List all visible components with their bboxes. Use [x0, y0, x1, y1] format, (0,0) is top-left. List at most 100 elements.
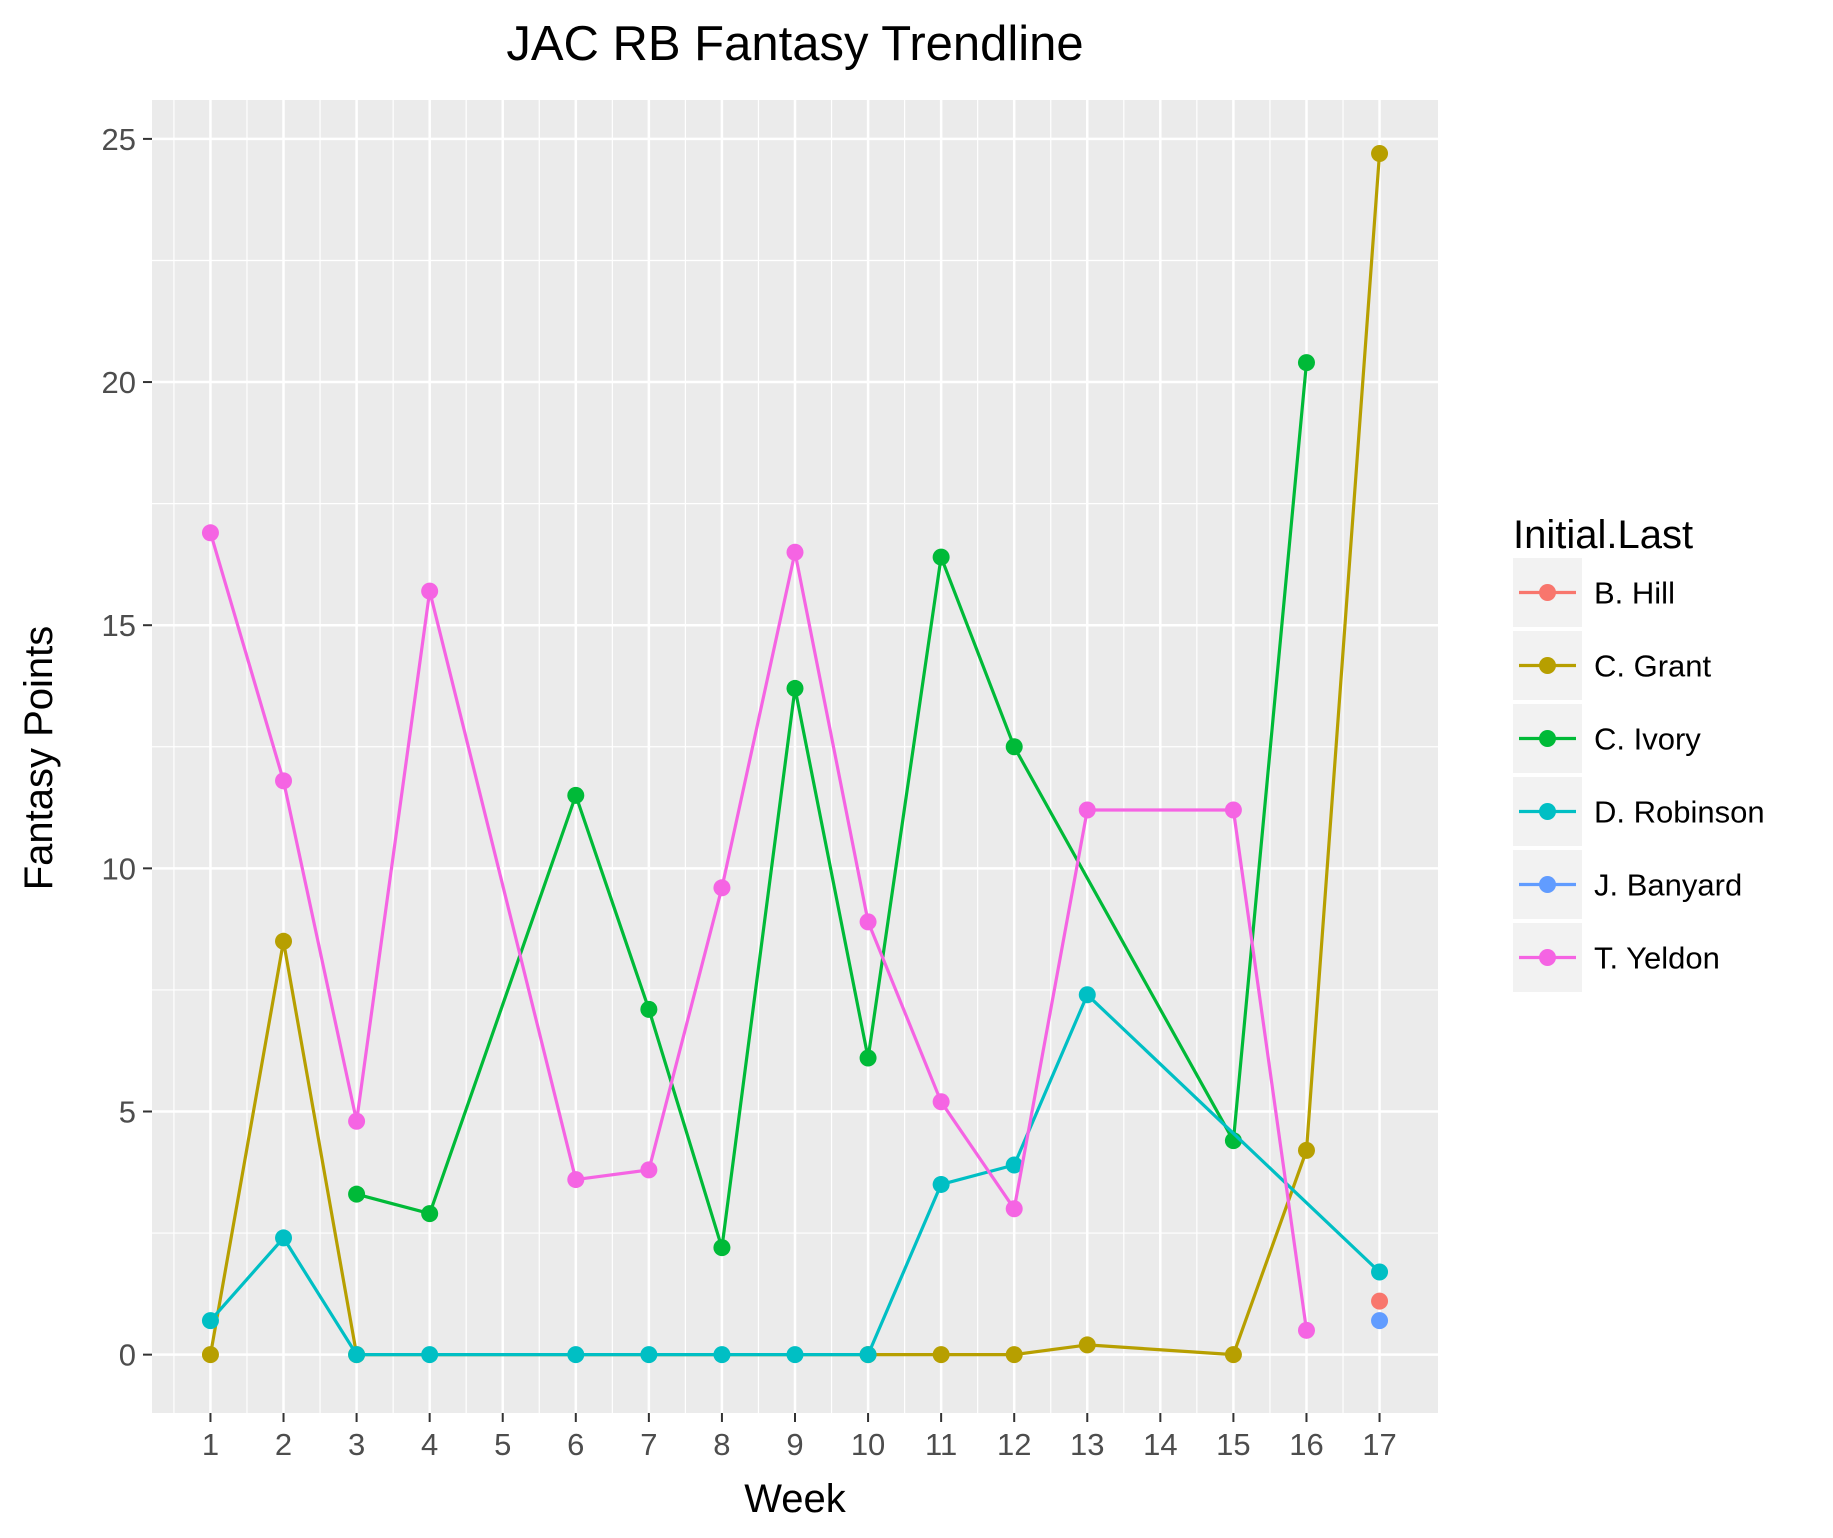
legend-item: D. Robinson — [1513, 777, 1765, 846]
data-point — [1224, 1346, 1242, 1364]
x-tick-label: 17 — [1362, 1427, 1396, 1462]
data-point — [932, 1093, 950, 1111]
x-tick-label: 16 — [1289, 1427, 1323, 1462]
series-t-yeldon — [201, 524, 1315, 1339]
data-point — [1078, 801, 1096, 819]
series-j-banyard — [1371, 1312, 1389, 1330]
chart-title: JAC RB Fantasy Trendline — [506, 17, 1083, 71]
data-point — [275, 1229, 293, 1247]
legend-label: C. Ivory — [1594, 722, 1701, 757]
data-point — [786, 543, 804, 561]
data-point — [275, 932, 293, 950]
legend: Initial.Last B. Hill C. Grant C. Ivory D. Ro… — [1513, 513, 1765, 992]
x-tick-label: 6 — [567, 1427, 584, 1462]
x-tick-label: 2 — [275, 1427, 292, 1462]
data-point — [1005, 1156, 1023, 1174]
data-point — [932, 1346, 950, 1364]
legend-label: B. Hill — [1594, 576, 1675, 611]
y-tick-label: 5 — [119, 1094, 136, 1129]
legend-key-point — [1539, 657, 1556, 674]
data-point — [567, 1346, 585, 1364]
y-tick-label: 0 — [119, 1338, 136, 1373]
data-point — [1297, 1141, 1315, 1159]
y-tick-label: 10 — [102, 851, 136, 886]
x-tick-label: 5 — [494, 1427, 511, 1462]
data-point — [1371, 1292, 1389, 1310]
data-point — [932, 548, 950, 566]
legend-title: Initial.Last — [1513, 513, 1693, 557]
y-tick-label: 20 — [102, 365, 136, 400]
data-point — [348, 1185, 366, 1203]
data-point — [201, 1312, 219, 1330]
data-point — [1005, 738, 1023, 756]
x-tick-label: 1 — [202, 1427, 219, 1462]
x-tick-label: 8 — [713, 1427, 730, 1462]
y-tick-label: 25 — [102, 122, 136, 157]
legend-key-point — [1539, 730, 1556, 747]
data-point — [640, 1346, 658, 1364]
data-point — [1224, 801, 1242, 819]
plot-panel — [152, 100, 1438, 1413]
legend-item: C. Ivory — [1513, 704, 1701, 773]
data-point — [640, 1000, 658, 1018]
x-tick-label: 11 — [925, 1427, 957, 1462]
series-b-hill — [1371, 1292, 1389, 1310]
y-axis-title: Fantasy Points — [17, 626, 61, 891]
data-point — [713, 879, 731, 897]
data-point — [859, 1346, 877, 1364]
data-point — [713, 1346, 731, 1364]
data-point — [1005, 1200, 1023, 1218]
x-tick-label: 15 — [1216, 1427, 1250, 1462]
data-point — [1371, 1312, 1389, 1330]
data-point — [421, 582, 439, 600]
data-point — [713, 1239, 731, 1257]
x-tick-label: 10 — [851, 1427, 885, 1462]
data-point — [567, 1171, 585, 1189]
legend-key-point — [1539, 803, 1556, 820]
x-axis-title: Week — [744, 1477, 847, 1521]
data-point — [786, 1346, 804, 1364]
legend-item: T. Yeldon — [1513, 923, 1720, 992]
legend-key-point — [1539, 949, 1556, 966]
data-point — [421, 1205, 439, 1223]
series-line — [208, 153, 1382, 1357]
data-point — [567, 786, 585, 804]
data-point — [932, 1175, 950, 1193]
legend-key-point — [1539, 876, 1556, 893]
x-tick-label: 13 — [1070, 1427, 1104, 1462]
x-tick-label: 9 — [786, 1427, 803, 1462]
data-point — [640, 1161, 658, 1179]
series-d-robinson — [201, 986, 1389, 1364]
x-tick-label: 7 — [640, 1427, 657, 1462]
data-point — [421, 1346, 439, 1364]
data-point — [1078, 986, 1096, 1004]
x-tick-label: 14 — [1143, 1427, 1177, 1462]
legend-item: C. Grant — [1513, 631, 1712, 700]
data-point — [201, 524, 219, 542]
series-line — [208, 532, 1309, 1331]
data-point — [1078, 1336, 1096, 1354]
data-point — [275, 772, 293, 790]
data-point — [859, 1049, 877, 1067]
data-point — [1297, 1321, 1315, 1339]
legend-label: C. Grant — [1594, 649, 1712, 684]
data-point — [1371, 144, 1389, 162]
data-point — [859, 913, 877, 931]
legend-label: J. Banyard — [1594, 868, 1742, 903]
data-point — [348, 1346, 366, 1364]
data-point — [786, 679, 804, 697]
x-tick-label: 3 — [348, 1427, 365, 1462]
y-tick-label: 15 — [102, 608, 136, 643]
legend-label: D. Robinson — [1594, 795, 1765, 830]
legend-label: T. Yeldon — [1594, 941, 1720, 976]
x-tick-label: 4 — [421, 1427, 438, 1462]
legend-item: J. Banyard — [1513, 850, 1742, 919]
data-point — [348, 1112, 366, 1130]
data-point — [1371, 1263, 1389, 1281]
data-point — [201, 1346, 219, 1364]
legend-item: B. Hill — [1513, 558, 1675, 627]
legend-key-point — [1539, 584, 1556, 601]
